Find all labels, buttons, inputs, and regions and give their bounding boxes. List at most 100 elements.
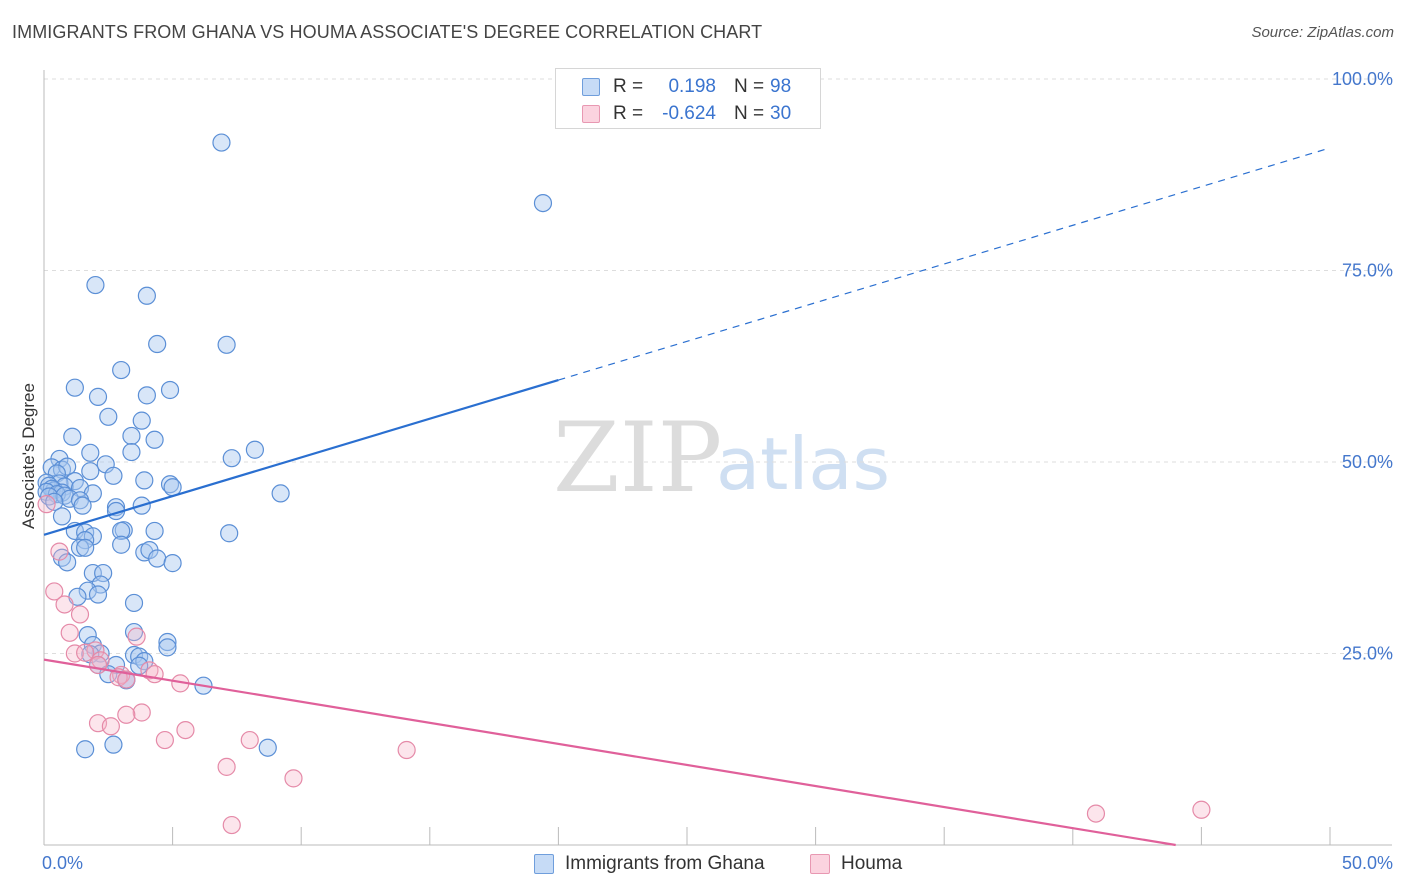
data-point-ghana <box>122 442 141 462</box>
legend-n-label: N = <box>734 103 765 124</box>
data-point-houma <box>60 623 79 642</box>
data-point-ghana <box>135 471 154 490</box>
data-point-ghana <box>132 411 151 430</box>
data-point-ghana <box>145 430 164 449</box>
data-point-houma <box>132 703 151 722</box>
data-point-ghana <box>148 549 167 568</box>
data-point-ghana <box>52 507 72 526</box>
data-point-houma <box>217 757 236 776</box>
data-point-houma <box>1192 800 1211 819</box>
data-point-ghana <box>217 335 236 354</box>
legend-r-value: 0.198 <box>668 76 716 97</box>
data-point-ghana <box>158 632 177 652</box>
data-point-ghana <box>122 426 141 446</box>
data-point-ghana <box>258 738 277 757</box>
legend-r-value: -0.624 <box>662 103 716 124</box>
data-point-ghana <box>222 449 241 468</box>
legend-swatch-ghana <box>582 78 600 96</box>
trend-line-ghana <box>43 378 559 536</box>
data-point-ghana <box>86 275 105 295</box>
legend-label-houma: Houma <box>841 853 903 874</box>
data-point-houma <box>45 582 64 601</box>
data-point-ghana <box>158 638 177 657</box>
legend-r-label: R = <box>613 76 644 97</box>
watermark-zip: ZIP <box>553 402 722 514</box>
trend-line-houma <box>43 658 1176 847</box>
y-tick-label: 75.0% <box>1342 261 1393 281</box>
data-point-ghana <box>148 334 167 354</box>
y-tick-label: 50.0% <box>1342 452 1393 472</box>
data-point-houma <box>240 730 259 750</box>
data-point-houma <box>50 542 69 561</box>
series-legend: Immigrants from Ghana Houma <box>0 852 1406 878</box>
data-point-ghana <box>78 581 97 600</box>
grid-lines <box>44 78 1392 654</box>
watermark-atlas: atlas <box>716 422 890 506</box>
data-point-houma <box>76 643 95 662</box>
legend-label-ghana: Immigrants from Ghana <box>565 853 765 874</box>
data-point-houma <box>37 495 56 514</box>
data-point-ghana <box>81 443 100 462</box>
legend-swatch-houma <box>810 854 830 874</box>
legend-row-houma: R = -0.624 N = 30 <box>556 101 820 127</box>
data-point-houma <box>127 627 146 646</box>
series-houma-points <box>37 495 1211 835</box>
data-point-ghana <box>99 407 118 426</box>
y-axis-title: Associate's Degree <box>19 383 38 529</box>
data-point-ghana <box>88 585 108 604</box>
data-point-ghana <box>137 286 156 305</box>
x-tick-label: 50.0% <box>1342 853 1393 873</box>
legend-r-label: R = <box>613 103 644 124</box>
legend-row-ghana: R = 0.198 N = 98 <box>556 74 820 100</box>
correlation-legend: R = 0.198 N = 98 R = -0.624 N = 30 <box>555 68 821 129</box>
data-point-houma <box>397 740 416 760</box>
watermark: ZIP atlas <box>553 402 890 514</box>
trend-lines <box>43 147 1331 847</box>
data-point-ghana <box>76 538 95 557</box>
data-point-ghana <box>88 387 108 406</box>
data-point-ghana <box>76 740 95 759</box>
y-tick-label: 25.0% <box>1342 644 1393 664</box>
legend-n-label: N = <box>734 76 765 97</box>
data-point-ghana <box>63 427 82 446</box>
data-point-houma <box>117 705 136 724</box>
data-point-houma <box>1086 804 1106 823</box>
data-point-ghana <box>78 626 97 645</box>
y-tick-label: 100.0% <box>1332 69 1393 89</box>
data-point-houma <box>55 595 74 614</box>
x-tick-labels: 0.0% 50.0% <box>42 853 1393 873</box>
legend-swatch-ghana <box>534 854 554 874</box>
data-point-ghana <box>112 535 131 554</box>
data-point-ghana <box>160 380 180 400</box>
data-point-ghana <box>112 521 131 541</box>
data-point-ghana <box>104 466 123 485</box>
series-ghana-points <box>37 133 553 759</box>
data-point-houma <box>101 717 120 736</box>
data-point-houma <box>88 655 108 675</box>
legend-n-value: 30 <box>770 103 792 124</box>
data-point-ghana <box>163 554 182 573</box>
data-point-ghana <box>145 521 164 541</box>
data-point-ghana <box>124 593 144 613</box>
data-point-houma <box>145 665 164 684</box>
data-point-ghana <box>94 563 113 583</box>
data-point-houma <box>155 730 174 750</box>
data-point-ghana <box>160 475 180 494</box>
data-point-houma <box>117 670 136 689</box>
y-tick-labels: 25.0% 50.0% 75.0% 100.0% <box>1332 69 1393 664</box>
legend-n-value: 98 <box>770 76 792 97</box>
data-point-houma <box>65 644 84 663</box>
x-tick-label: 0.0% <box>42 853 83 873</box>
data-point-ghana <box>137 386 156 405</box>
data-point-ghana <box>212 133 231 152</box>
data-point-ghana <box>58 457 77 476</box>
data-point-ghana <box>245 440 265 459</box>
data-point-houma <box>222 815 241 835</box>
data-point-houma <box>284 769 303 788</box>
trend-line-ghana-projection <box>558 147 1331 381</box>
data-point-ghana <box>91 644 110 663</box>
data-point-ghana <box>65 378 84 397</box>
data-point-ghana <box>81 462 100 481</box>
data-point-ghana <box>271 484 290 503</box>
